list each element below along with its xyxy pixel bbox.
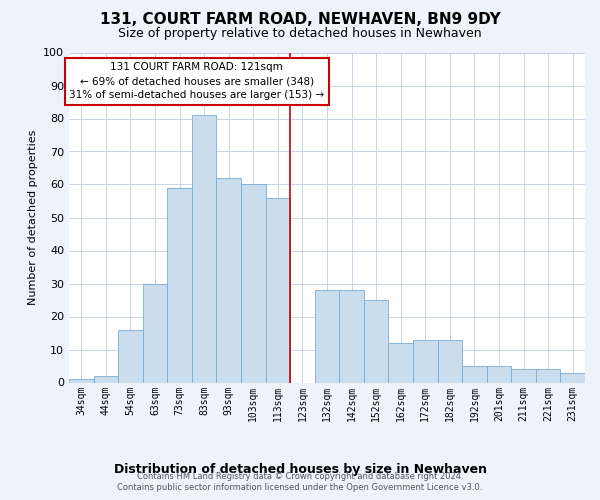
Bar [437,340,462,382]
Bar [364,300,388,382]
Text: Size of property relative to detached houses in Newhaven: Size of property relative to detached ho… [118,28,482,40]
Bar [192,115,217,382]
Text: 131, COURT FARM ROAD, NEWHAVEN, BN9 9DY: 131, COURT FARM ROAD, NEWHAVEN, BN9 9DY [100,12,500,28]
Text: Contains HM Land Registry data © Crown copyright and database right 2024.
Contai: Contains HM Land Registry data © Crown c… [118,472,482,492]
Bar [69,379,94,382]
Bar [511,370,536,382]
Bar [339,290,364,382]
Text: 131 COURT FARM ROAD: 121sqm
← 69% of detached houses are smaller (348)
31% of se: 131 COURT FARM ROAD: 121sqm ← 69% of det… [69,62,325,100]
Bar [266,198,290,382]
Bar [315,290,339,382]
Y-axis label: Number of detached properties: Number of detached properties [28,130,38,305]
Bar [462,366,487,382]
Bar [487,366,511,382]
Bar [413,340,437,382]
Bar [536,370,560,382]
Bar [143,284,167,382]
Bar [118,330,143,382]
Bar [388,343,413,382]
Bar [560,372,585,382]
Bar [94,376,118,382]
Text: Distribution of detached houses by size in Newhaven: Distribution of detached houses by size … [113,462,487,475]
Bar [217,178,241,382]
Bar [167,188,192,382]
Bar [241,184,266,382]
